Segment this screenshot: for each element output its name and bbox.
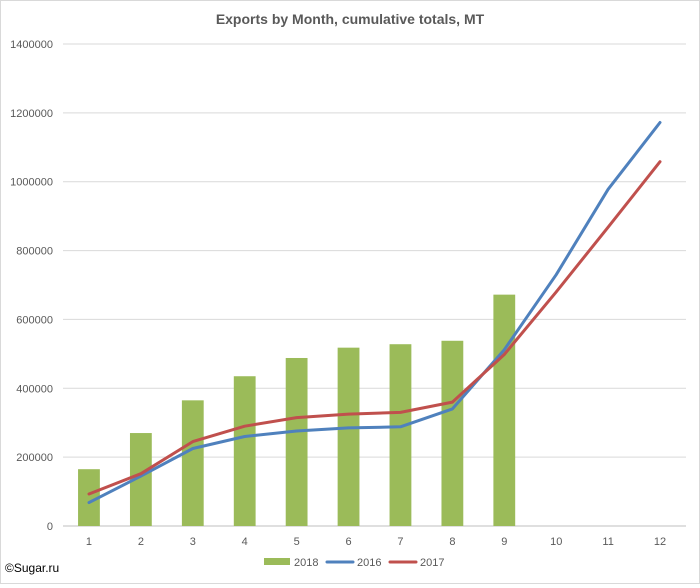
bar-2018-3 <box>181 400 204 526</box>
x-tick-label: 10 <box>550 536 562 548</box>
point-2017-9 <box>503 353 506 356</box>
point-2017-12 <box>658 160 662 163</box>
point-2017-10 <box>555 290 558 294</box>
y-tick-label: 1200000 <box>10 108 53 120</box>
legend-swatch-2018 <box>264 558 290 565</box>
x-tick-label: 7 <box>397 536 403 548</box>
legend: 2018 2016 2017 <box>264 557 444 569</box>
bar-2018-4 <box>233 376 256 526</box>
point-2017-11 <box>606 225 610 229</box>
x-tick-label: 6 <box>345 536 351 548</box>
bar-series-2018 <box>78 294 516 526</box>
point-2017-3 <box>191 440 194 443</box>
point-2016-9 <box>503 348 506 351</box>
point-2016-11 <box>606 188 610 191</box>
x-tick-label: 8 <box>449 536 455 548</box>
line-2017 <box>87 160 662 496</box>
y-tick-label: 400000 <box>16 383 53 395</box>
point-2016-7 <box>399 425 402 429</box>
x-tick-label: 3 <box>190 536 196 548</box>
bar-2018-5 <box>285 357 308 526</box>
x-tick-label: 5 <box>294 536 300 548</box>
bar-2018-1 <box>78 469 100 526</box>
point-2016-4 <box>243 435 246 438</box>
credit-text: ©Sugar.ru <box>5 561 59 575</box>
point-2016-5 <box>295 429 298 433</box>
point-2017-8 <box>451 400 454 404</box>
y-tick-label: 0 <box>47 521 53 533</box>
legend-label-2017: 2017 <box>420 557 444 569</box>
point-2017-1 <box>87 492 91 496</box>
x-tick-label: 9 <box>501 536 507 548</box>
point-2016-3 <box>191 447 194 450</box>
bar-2018-2 <box>129 433 152 526</box>
gridlines <box>63 43 686 527</box>
y-tick-label: 1000000 <box>10 177 53 189</box>
legend-label-2018: 2018 <box>294 557 318 569</box>
y-tick-label: 200000 <box>16 452 53 464</box>
x-axis-ticks: 1 2 3 4 5 6 7 8 9 10 11 12 <box>86 536 666 548</box>
point-2017-5 <box>295 416 298 419</box>
y-tick-label: 600000 <box>16 314 53 326</box>
x-tick-label: 4 <box>242 536 248 548</box>
point-2016-6 <box>347 426 350 430</box>
point-2016-8 <box>451 407 454 411</box>
line-2016 <box>87 121 662 505</box>
legend-label-2016: 2016 <box>357 557 381 569</box>
point-2017-6 <box>347 412 350 416</box>
x-tick-label: 1 <box>86 536 92 548</box>
point-2017-7 <box>399 411 402 414</box>
bar-2018-9 <box>493 294 516 526</box>
bar-2018-7 <box>389 344 412 526</box>
point-2016-1 <box>87 501 91 504</box>
y-tick-label: 800000 <box>16 246 53 258</box>
y-tick-label: 1400000 <box>10 39 53 51</box>
line-series <box>87 121 662 505</box>
x-tick-label: 11 <box>602 536 613 548</box>
point-2016-12 <box>658 121 662 124</box>
bar-2018-6 <box>337 347 360 526</box>
y-axis-ticks: 0 200000 400000 600000 800000 1000000 1200000 1… <box>10 39 53 533</box>
x-tick-label: 2 <box>138 536 144 548</box>
point-2017-2 <box>139 472 143 475</box>
x-tick-label: 12 <box>654 536 666 548</box>
chart-title: Exports by Month, cumulative totals, MT <box>216 11 485 27</box>
point-2017-4 <box>243 424 246 428</box>
point-2016-10 <box>555 273 558 276</box>
bar-2018-8 <box>441 340 464 526</box>
